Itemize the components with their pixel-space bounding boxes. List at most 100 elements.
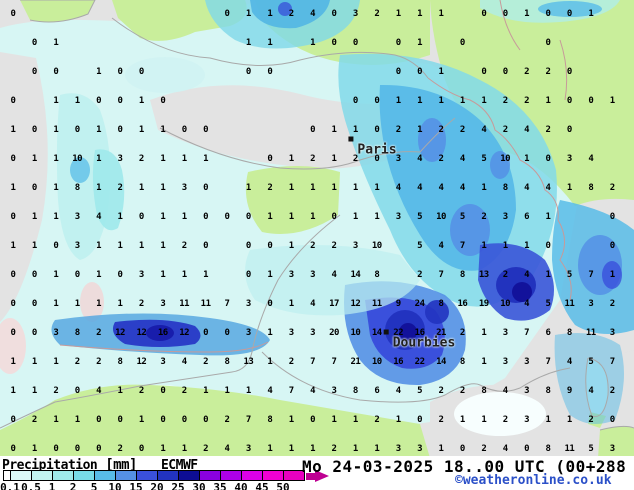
precip-value: 3 bbox=[588, 299, 594, 310]
valid-datetime: Mo 24-03-2025 18..00 UTC (00+288 bbox=[302, 457, 627, 476]
precip-value: 0 bbox=[96, 415, 102, 426]
precip-value: 1 bbox=[138, 125, 144, 136]
precip-value: 0 bbox=[10, 299, 16, 310]
precip-value: 0 bbox=[203, 183, 209, 194]
precip-value: 1 bbox=[566, 415, 572, 426]
city-dot-icon bbox=[348, 136, 354, 142]
precip-value: 1 bbox=[395, 96, 401, 107]
precip-value: 2 bbox=[31, 415, 37, 426]
precip-value: 4 bbox=[438, 241, 444, 252]
precip-value: 1 bbox=[160, 270, 166, 281]
precip-value: 7 bbox=[545, 357, 551, 368]
precip-value: 11 bbox=[564, 444, 575, 455]
precip-value: 10 bbox=[436, 212, 446, 223]
precip-value: 1 bbox=[74, 299, 80, 310]
precip-value: 8 bbox=[588, 183, 594, 194]
precip-value: 3 bbox=[310, 328, 316, 339]
copyright-link[interactable]: ©weatheronline.co.uk bbox=[455, 473, 612, 488]
colorbar-cell bbox=[262, 470, 283, 481]
precip-value: 1 bbox=[288, 154, 294, 165]
precip-value: 12 bbox=[136, 328, 147, 339]
precip-value: 12 bbox=[179, 328, 190, 339]
precip-value: 1 bbox=[224, 386, 230, 397]
precip-value: 3 bbox=[181, 183, 187, 194]
precip-value: 3 bbox=[352, 241, 358, 252]
precip-value: 0 bbox=[566, 67, 572, 78]
precip-value: 1 bbox=[138, 183, 144, 194]
precip-value: 1 bbox=[245, 9, 251, 20]
precip-value: 1 bbox=[288, 415, 294, 426]
precip-value: 0 bbox=[74, 270, 80, 281]
colorbar-cell bbox=[73, 470, 94, 481]
precip-value: 1 bbox=[31, 154, 37, 165]
precip-value: 10 bbox=[350, 328, 361, 339]
precip-value: 12 bbox=[350, 299, 361, 310]
precip-value: 0 bbox=[267, 67, 273, 78]
precip-value: 8 bbox=[438, 299, 444, 310]
precip-value: 0 bbox=[224, 212, 230, 223]
precip-value: 0 bbox=[417, 67, 423, 78]
precip-value: 0 bbox=[10, 444, 16, 455]
precip-value: 0 bbox=[267, 241, 273, 252]
precip-value: 0 bbox=[481, 9, 487, 20]
precip-value: 1 bbox=[288, 444, 294, 455]
precip-value: 2 bbox=[96, 357, 102, 368]
precip-value: 0 bbox=[374, 154, 380, 165]
precip-value: 11 bbox=[371, 299, 382, 310]
precip-value: 3 bbox=[310, 270, 316, 281]
precip-value: 0 bbox=[117, 415, 123, 426]
precip-value: 1 bbox=[203, 270, 209, 281]
precip-value: 0 bbox=[31, 183, 37, 194]
precip-value: 1 bbox=[96, 241, 102, 252]
precip-value: 10 bbox=[72, 154, 83, 165]
precip-value: 1 bbox=[417, 38, 423, 49]
precip-value: 0 bbox=[203, 415, 209, 426]
precip-value: 1 bbox=[181, 154, 187, 165]
precip-value: 4 bbox=[502, 444, 508, 455]
precip-value: 0 bbox=[203, 328, 209, 339]
precip-value: 8 bbox=[74, 328, 80, 339]
precip-value: 0 bbox=[10, 9, 16, 20]
precip-value: 8 bbox=[481, 386, 487, 397]
precip-value: 1 bbox=[96, 299, 102, 310]
precip-value: 0 bbox=[524, 444, 530, 455]
legend-unit: [mm] bbox=[105, 457, 137, 473]
precip-value: 1 bbox=[331, 154, 337, 165]
precip-value: 4 bbox=[545, 183, 551, 194]
city-dot-icon bbox=[383, 329, 389, 335]
precip-value: 4 bbox=[524, 183, 530, 194]
precip-value: 1 bbox=[181, 212, 187, 223]
precip-value: 2 bbox=[267, 183, 273, 194]
precip-value: 8 bbox=[545, 444, 551, 455]
precip-value: 3 bbox=[609, 444, 615, 455]
precip-value: 0 bbox=[481, 67, 487, 78]
precip-value: 2 bbox=[438, 386, 444, 397]
precip-value: 8 bbox=[502, 183, 508, 194]
precip-value: 3 bbox=[609, 328, 615, 339]
precip-value: 1 bbox=[160, 212, 166, 223]
precip-value: 16 bbox=[157, 328, 168, 339]
precip-value: 0 bbox=[31, 67, 37, 78]
precip-value: 1 bbox=[417, 9, 423, 20]
precip-value: 3 bbox=[53, 328, 59, 339]
precip-value: 1 bbox=[438, 67, 444, 78]
precip-value: 1 bbox=[331, 125, 337, 136]
precip-value: 1 bbox=[10, 241, 16, 252]
precip-value: 1 bbox=[459, 96, 465, 107]
precip-value: 0 bbox=[352, 96, 358, 107]
precip-value: 3 bbox=[502, 357, 508, 368]
precip-value: 14 bbox=[371, 328, 382, 339]
precip-value: 1 bbox=[31, 357, 37, 368]
colorbar-cell bbox=[241, 470, 262, 481]
precip-value: 1 bbox=[117, 299, 123, 310]
precip-value: 3 bbox=[74, 241, 80, 252]
precip-value: 1 bbox=[267, 357, 273, 368]
precip-value: 14 bbox=[436, 357, 446, 368]
precip-value: 3 bbox=[524, 415, 530, 426]
precip-value: 1 bbox=[10, 183, 16, 194]
precip-value: 10 bbox=[371, 241, 382, 252]
precip-value: 1 bbox=[203, 154, 209, 165]
precip-value: 0 bbox=[203, 125, 209, 136]
